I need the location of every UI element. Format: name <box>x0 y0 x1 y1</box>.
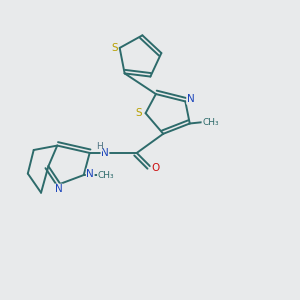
Text: N: N <box>101 148 109 158</box>
Text: CH₃: CH₃ <box>202 118 219 127</box>
Text: O: O <box>151 163 159 173</box>
Text: H: H <box>96 142 102 151</box>
Text: N: N <box>187 94 194 104</box>
Text: S: S <box>136 108 142 118</box>
Text: CH₃: CH₃ <box>98 170 114 179</box>
Text: N: N <box>55 184 63 194</box>
Text: N: N <box>86 169 94 179</box>
Text: S: S <box>111 43 118 53</box>
